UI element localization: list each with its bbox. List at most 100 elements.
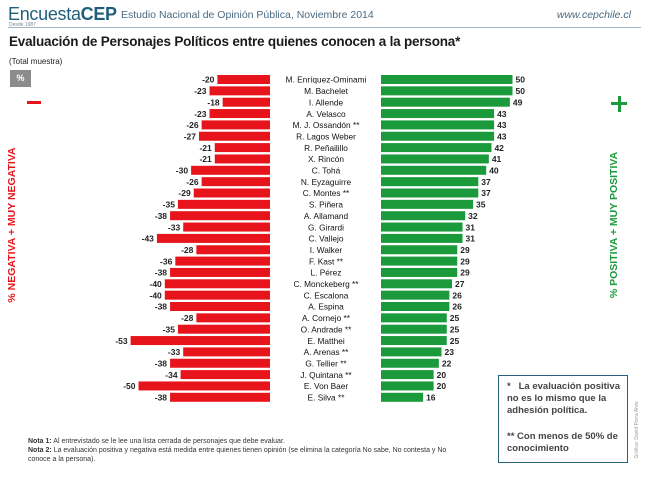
positive-bar — [381, 324, 447, 334]
person-name-label: G. Girardi — [308, 222, 344, 232]
minus-icon — [27, 101, 41, 104]
negative-value-label: -38 — [155, 302, 168, 312]
positive-value-label: 41 — [492, 154, 502, 164]
positive-value-label: 25 — [450, 313, 460, 323]
brand-tagline: Desde 1987 — [9, 22, 36, 28]
positive-value-label: 49 — [513, 97, 523, 107]
header-divider — [8, 27, 641, 28]
plus-icon-vertical — [617, 95, 621, 112]
negative-value-label: -40 — [150, 290, 163, 300]
positive-bar — [381, 245, 458, 255]
positive-bar — [381, 211, 466, 221]
negative-value-label: -29 — [178, 188, 191, 198]
negative-bar — [170, 211, 270, 221]
negative-value-label: -36 — [160, 256, 173, 266]
positive-bar — [381, 143, 492, 153]
footnote-1-label: Nota 1: — [28, 438, 52, 445]
person-name-label: A. Arenas ** — [304, 347, 350, 357]
positive-value-label: 37 — [481, 188, 491, 198]
person-name-label: A. Velasco — [306, 109, 346, 119]
person-name-label: C. Vallejo — [309, 234, 344, 244]
negative-value-label: -38 — [155, 393, 168, 403]
negative-bar — [209, 86, 270, 96]
positive-bar — [381, 370, 434, 380]
percent-badge: % — [10, 70, 31, 87]
person-name-label: X. Rincón — [308, 154, 344, 164]
positive-bar — [381, 154, 489, 164]
positive-bar — [381, 188, 479, 198]
note1-text: La evaluación positiva no es lo mismo qu… — [507, 381, 620, 416]
negative-value-label: -26 — [186, 177, 199, 187]
brand-light: Encuesta — [8, 4, 81, 24]
negative-value-label: -27 — [184, 131, 197, 141]
negative-value-label: -35 — [163, 324, 176, 334]
positive-value-label: 40 — [489, 166, 499, 176]
negative-value-label: -23 — [194, 86, 207, 96]
negative-bar — [183, 222, 270, 232]
positive-bar — [381, 222, 463, 232]
person-name-label: O. Andrade ** — [301, 324, 353, 334]
positive-value-label: 20 — [437, 370, 447, 380]
negative-value-label: -53 — [115, 336, 128, 346]
header: EncuestaCEP Desde 1987 Estudio Nacional … — [0, 0, 649, 30]
person-name-label: M. Bachelet — [304, 86, 349, 96]
positive-bar — [381, 381, 434, 391]
note1-marker: * — [507, 381, 511, 392]
positive-value-label: 22 — [442, 358, 452, 368]
footnote-2-label: Nota 2: — [28, 447, 52, 454]
negative-bar — [164, 279, 270, 289]
notes-box: * La evaluación positiva no es lo mismo … — [498, 375, 628, 463]
person-name-label: M. Enríquez-Ominami — [286, 75, 367, 85]
negative-value-label: -43 — [142, 234, 155, 244]
negative-value-label: -34 — [165, 370, 178, 380]
credit-text: Gráfica: David Parra Alvis — [634, 401, 640, 459]
positive-value-label: 26 — [452, 290, 462, 300]
positive-bar — [381, 347, 442, 357]
footnote-1: Nota 1: Al entrevistado se le lee una li… — [28, 437, 498, 446]
negative-bar — [214, 143, 270, 153]
negative-value-label: -35 — [163, 200, 176, 210]
negative-value-label: -33 — [168, 222, 181, 232]
negative-bar — [170, 302, 270, 311]
positive-value-label: 27 — [455, 279, 465, 289]
negative-bar — [196, 313, 270, 323]
negative-bar — [175, 256, 270, 266]
chart-title: Evaluación de Personajes Políticos entre… — [9, 34, 461, 49]
positive-value-label: 50 — [516, 75, 526, 85]
negative-bar — [170, 392, 270, 402]
positive-bar — [381, 177, 479, 187]
negative-bar — [156, 233, 270, 243]
note2-text: Con menos de 50% de conocimiento — [507, 431, 618, 454]
positive-bar — [381, 256, 458, 266]
negative-bar — [170, 267, 270, 277]
negative-value-label: -38 — [155, 268, 168, 278]
positive-value-label: 31 — [466, 222, 476, 232]
positive-value-label: 43 — [497, 131, 507, 141]
negative-bar — [180, 370, 270, 380]
study-name: Estudio Nacional de Opinión Pública, Nov… — [121, 9, 374, 21]
positive-value-label: 43 — [497, 109, 507, 119]
negative-value-label: -38 — [155, 211, 168, 221]
positive-bar — [381, 86, 513, 96]
negative-bar — [177, 199, 270, 209]
person-name-label: C. Montes ** — [303, 188, 350, 198]
person-name-label: N. Eyzaguirre — [301, 177, 352, 187]
positive-bar — [381, 97, 510, 107]
person-name-label: L. Pérez — [311, 268, 342, 278]
positive-bar — [381, 267, 458, 277]
positive-bar — [381, 120, 495, 130]
negative-bar — [217, 75, 270, 84]
note2-marker: ** — [507, 431, 515, 442]
positive-value-label: 29 — [460, 268, 470, 278]
person-name-label: I. Allende — [309, 97, 344, 107]
negative-bar — [193, 188, 270, 198]
positive-value-label: 32 — [468, 211, 478, 221]
positive-bar — [381, 313, 447, 323]
positive-value-label: 37 — [481, 177, 491, 187]
negative-bar — [201, 120, 270, 130]
person-name-label: R. Peñailillo — [304, 143, 348, 153]
negative-value-label: -21 — [199, 143, 212, 153]
person-name-label: C. Monckeberg ** — [293, 279, 359, 289]
positive-value-label: 42 — [494, 143, 504, 153]
